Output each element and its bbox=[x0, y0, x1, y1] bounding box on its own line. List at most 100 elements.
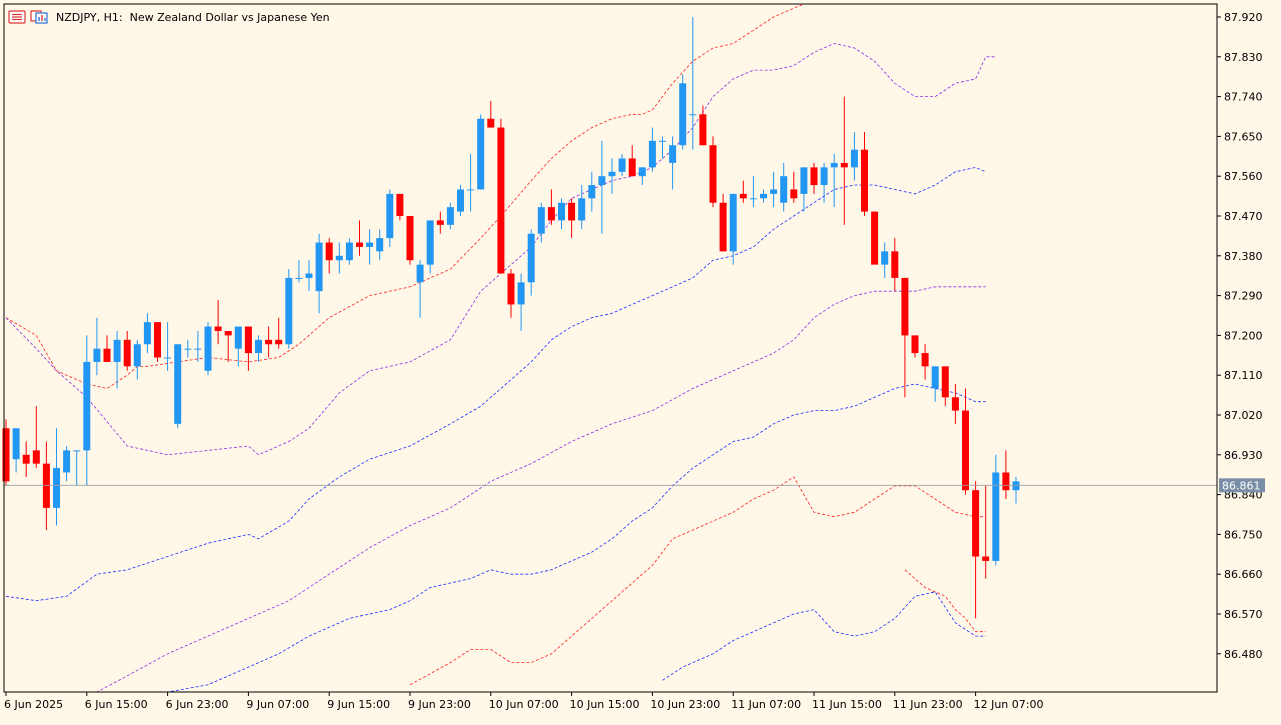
indicator-line-3 bbox=[6, 286, 986, 693]
candle bbox=[810, 162, 818, 194]
candle-body bbox=[22, 454, 30, 464]
candle bbox=[416, 260, 424, 318]
candle-body bbox=[325, 242, 333, 261]
candle bbox=[335, 242, 343, 274]
chart-windows-icon[interactable] bbox=[30, 10, 48, 24]
candle bbox=[850, 131, 858, 181]
candle-body bbox=[638, 167, 646, 177]
candle-body bbox=[113, 339, 121, 362]
candle-body bbox=[992, 472, 1000, 561]
candle bbox=[669, 136, 677, 190]
candle-body bbox=[345, 242, 353, 261]
candle bbox=[608, 158, 616, 194]
candle bbox=[265, 326, 273, 358]
price-tick-label: 86.570 bbox=[1224, 608, 1263, 621]
candle-body bbox=[457, 189, 464, 212]
candle bbox=[315, 233, 323, 314]
candle bbox=[840, 96, 848, 225]
candle-body bbox=[2, 428, 10, 482]
candle-body bbox=[133, 344, 141, 367]
candle-body bbox=[103, 348, 111, 362]
timeframe-label: H1 bbox=[103, 10, 119, 24]
candle bbox=[760, 189, 767, 203]
chart-list-icon[interactable] bbox=[8, 10, 26, 24]
candle-body bbox=[386, 193, 394, 239]
candle-body bbox=[174, 344, 182, 424]
timeframe-colon: : bbox=[118, 10, 123, 24]
candle-body bbox=[537, 207, 545, 234]
price-tick-label: 86.660 bbox=[1224, 568, 1263, 581]
candle bbox=[204, 322, 212, 376]
candle-body bbox=[164, 357, 172, 359]
candle-body bbox=[396, 193, 404, 216]
candle bbox=[22, 441, 30, 477]
time-tick-label: 11 Jun 15:00 bbox=[812, 698, 882, 711]
candle-body bbox=[982, 556, 990, 561]
candle bbox=[376, 229, 384, 261]
candle-body bbox=[871, 211, 879, 265]
candle bbox=[527, 229, 535, 296]
candle bbox=[729, 193, 737, 265]
candle bbox=[790, 171, 798, 203]
candle-body bbox=[659, 140, 666, 142]
candle-body bbox=[568, 202, 576, 221]
candle-body bbox=[820, 167, 828, 186]
candle bbox=[921, 344, 929, 380]
candle-body bbox=[224, 330, 232, 336]
candle bbox=[598, 140, 606, 234]
candle-body bbox=[780, 176, 788, 203]
candle bbox=[972, 481, 980, 619]
candle bbox=[133, 339, 141, 380]
candle-body bbox=[972, 490, 980, 557]
candle-body bbox=[244, 326, 252, 354]
candle-body bbox=[63, 450, 71, 473]
candle bbox=[73, 450, 81, 486]
candle-body bbox=[305, 273, 313, 278]
candle bbox=[244, 326, 252, 371]
candle bbox=[739, 180, 747, 203]
candle bbox=[659, 136, 666, 159]
price-tick-label: 87.920 bbox=[1224, 11, 1263, 24]
indicator-line-4 bbox=[6, 383, 986, 693]
candle bbox=[123, 330, 131, 371]
candle bbox=[63, 445, 71, 482]
candle-body bbox=[507, 273, 515, 305]
candle-body bbox=[901, 277, 909, 336]
candle bbox=[32, 406, 40, 469]
candle bbox=[406, 216, 414, 265]
candle bbox=[224, 330, 232, 362]
candle-body bbox=[760, 193, 767, 199]
candle bbox=[53, 428, 60, 526]
candle bbox=[214, 300, 222, 345]
time-tick-label: 11 Jun 07:00 bbox=[731, 698, 801, 711]
candle bbox=[911, 335, 919, 358]
candle bbox=[295, 260, 303, 283]
price-tick-label: 86.750 bbox=[1224, 528, 1263, 541]
candle bbox=[618, 154, 626, 177]
candle bbox=[699, 105, 707, 146]
candle-body bbox=[810, 167, 818, 186]
candle bbox=[275, 317, 283, 349]
candle bbox=[547, 189, 555, 225]
candle bbox=[568, 198, 576, 239]
candle-body bbox=[335, 255, 343, 261]
candle-body bbox=[628, 158, 636, 177]
candle-body bbox=[356, 242, 363, 247]
candle bbox=[770, 171, 778, 208]
candle bbox=[436, 211, 444, 234]
candle bbox=[234, 326, 242, 367]
candle-body bbox=[517, 282, 525, 305]
candle-body bbox=[32, 450, 40, 464]
candle bbox=[184, 339, 192, 358]
candle bbox=[507, 269, 515, 318]
candle-body bbox=[739, 193, 747, 199]
price-tick-label: 87.560 bbox=[1224, 170, 1263, 183]
indicator-line-2 bbox=[5, 166, 986, 602]
candle-body bbox=[93, 348, 101, 362]
candle bbox=[982, 485, 990, 579]
candle-body bbox=[1012, 481, 1020, 491]
candle-body bbox=[436, 220, 444, 225]
time-tick-label: 12 Jun 07:00 bbox=[974, 698, 1044, 711]
